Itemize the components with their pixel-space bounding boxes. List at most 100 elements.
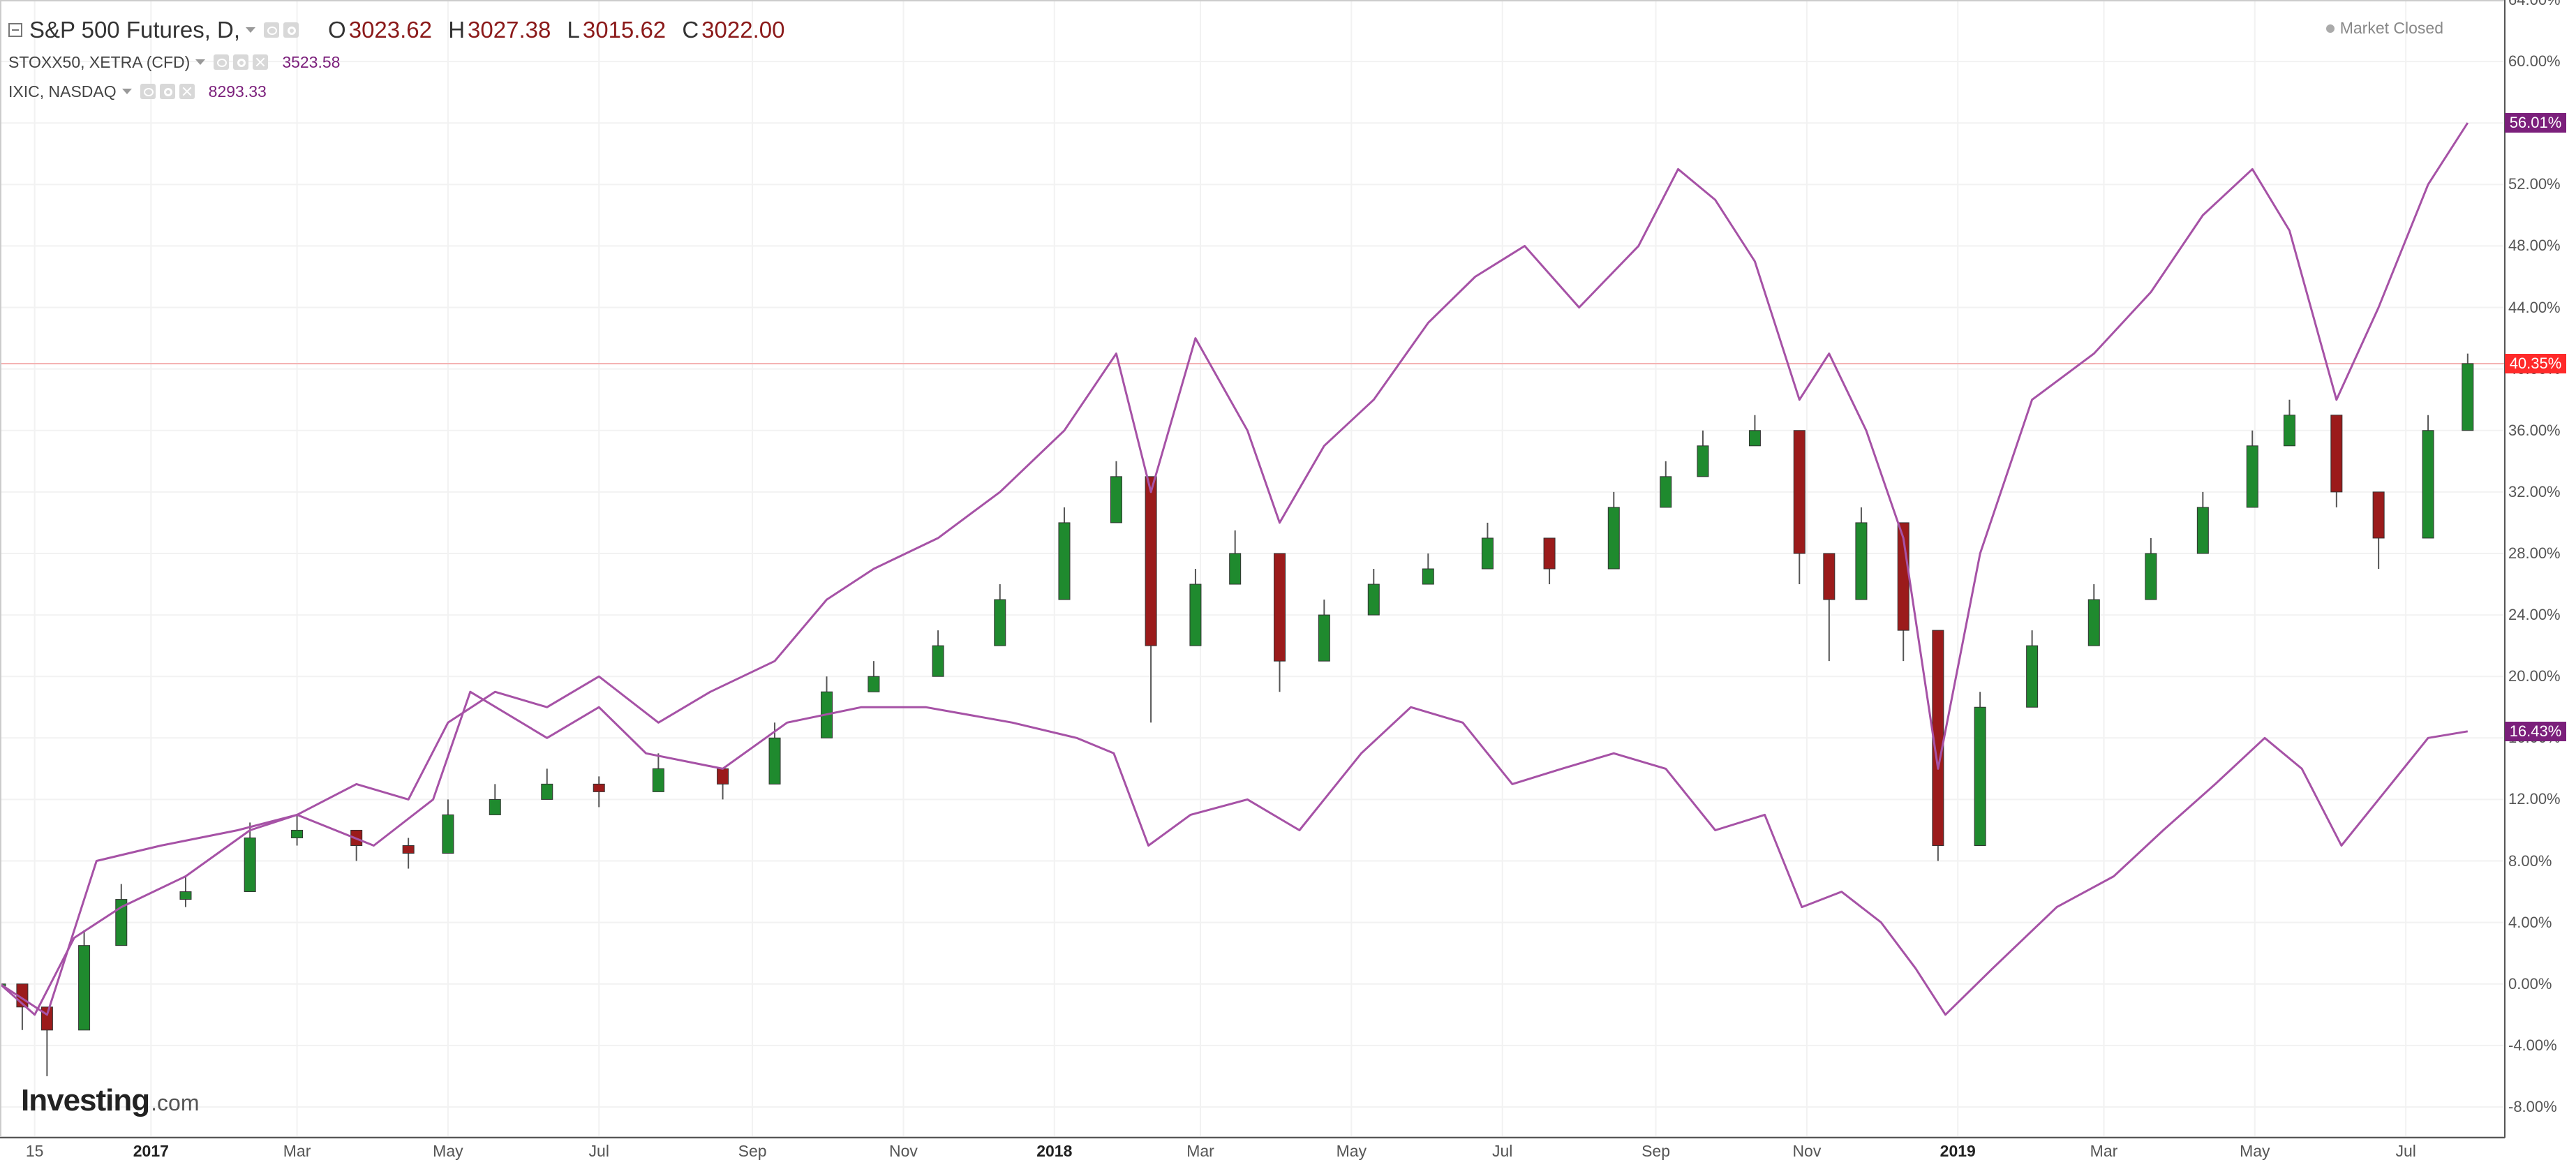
- x-tick-label: Jul: [2395, 1142, 2416, 1160]
- candle-body: [1110, 476, 1122, 523]
- candle-body: [2087, 599, 2100, 646]
- eye-icon[interactable]: [140, 84, 156, 99]
- last-value-tag: 40.35%: [2505, 353, 2566, 373]
- candle-body: [768, 737, 781, 785]
- market-status-label: Market Closed: [2339, 19, 2443, 37]
- open-value: 3023.62: [348, 17, 433, 43]
- legend-compare-stoxx[interactable]: STOXX50, XETRA (CFD) 3523.58: [8, 47, 784, 77]
- x-tick-label: 2018: [1036, 1142, 1073, 1160]
- collapse-icon[interactable]: [8, 23, 22, 37]
- x-tick-label: 2019: [1940, 1142, 1976, 1160]
- high-label: H: [448, 17, 466, 43]
- candle-body: [1748, 430, 1761, 447]
- last-value-tag: 16.43%: [2505, 721, 2566, 741]
- x-tick-label: Mar: [1186, 1142, 1214, 1160]
- candle-body: [2330, 415, 2343, 493]
- gear-icon[interactable]: [283, 22, 299, 38]
- candle-body: [868, 676, 880, 692]
- y-tick-label: 52.00%: [2508, 175, 2561, 193]
- candle-body: [1422, 568, 1434, 585]
- y-tick-label: 36.00%: [2508, 421, 2561, 439]
- y-tick-label: 64.00%: [2508, 0, 2561, 9]
- gear-icon[interactable]: [159, 84, 175, 99]
- eye-icon[interactable]: [214, 54, 230, 70]
- y-tick-label: 32.00%: [2508, 482, 2561, 500]
- legend-compare-ixic[interactable]: IXIC, NASDAQ 8293.33: [8, 77, 784, 106]
- candle-body: [442, 814, 454, 854]
- series-line-stoxx50: [0, 690, 2469, 1016]
- y-tick-label: 4.00%: [2508, 913, 2552, 931]
- candle-body: [1974, 706, 1986, 846]
- candle-body: [2283, 415, 2295, 447]
- candle-body: [179, 891, 192, 900]
- caret-down-icon[interactable]: [121, 89, 132, 94]
- x-tick-label: May: [2240, 1142, 2270, 1160]
- caret-down-icon[interactable]: [246, 27, 256, 33]
- y-tick-label: 0.00%: [2508, 974, 2552, 993]
- x-tick-label: Nov: [1792, 1142, 1822, 1160]
- y-tick-label: 12.00%: [2508, 790, 2561, 808]
- y-tick-label: 60.00%: [2508, 52, 2561, 70]
- low-label: L: [567, 17, 580, 43]
- compare-series-value: 8293.33: [208, 82, 267, 101]
- candle-body: [541, 783, 553, 800]
- candle-body: [115, 899, 128, 946]
- x-tick-label: Sep: [738, 1142, 767, 1160]
- x-tick-label: May: [1336, 1142, 1367, 1160]
- close-value: 3022.00: [701, 17, 785, 43]
- candle-body: [291, 829, 304, 838]
- candle-body: [1274, 553, 1286, 662]
- compare-series-title[interactable]: STOXX50, XETRA (CFD): [8, 52, 191, 71]
- y-tick-label: -4.00%: [2508, 1036, 2557, 1054]
- candle-body: [2422, 430, 2434, 539]
- market-status: Market Closed: [2325, 19, 2443, 38]
- candle-body: [40, 1006, 53, 1031]
- close-icon[interactable]: [253, 54, 269, 70]
- eye-icon[interactable]: [264, 22, 280, 38]
- candle-body: [1793, 430, 1806, 554]
- investing-logo: Investing.com: [21, 1083, 200, 1118]
- y-tick-label: 48.00%: [2508, 237, 2561, 255]
- compare-series-title[interactable]: IXIC, NASDAQ: [8, 82, 117, 101]
- x-tick-label: Mar: [283, 1142, 311, 1160]
- candle-body: [78, 945, 91, 1031]
- candle-body: [1229, 553, 1242, 585]
- series-layer: [0, 122, 2474, 1076]
- close-icon[interactable]: [179, 84, 195, 99]
- caret-down-icon[interactable]: [195, 59, 206, 65]
- candle-body: [2196, 507, 2209, 554]
- logo-brand: Investing: [21, 1083, 150, 1117]
- y-tick-label: 24.00%: [2508, 606, 2561, 624]
- candle-body: [1660, 476, 1672, 508]
- y-tick-label: 20.00%: [2508, 667, 2561, 685]
- y-tick-label: 8.00%: [2508, 852, 2552, 870]
- main-series-title[interactable]: S&P 500 Futures, D,: [29, 17, 241, 43]
- candle-body: [2145, 553, 2157, 600]
- candle-body: [1145, 476, 1157, 646]
- candle-body: [244, 837, 256, 893]
- candle-body: [402, 845, 415, 854]
- candle-body: [1543, 537, 1556, 570]
- candle-body: [489, 798, 501, 815]
- status-dot-icon: [2325, 24, 2335, 33]
- y-tick-label: -8.00%: [2508, 1097, 2557, 1115]
- x-tick-label: Nov: [888, 1142, 918, 1160]
- x-tick-label: Jul: [1491, 1142, 1513, 1160]
- candle-body: [932, 645, 944, 677]
- candle-body: [1189, 584, 1202, 646]
- logo-suffix: .com: [151, 1090, 200, 1115]
- x-tick-label: Mar: [2090, 1142, 2118, 1160]
- candle-body: [1855, 522, 1868, 600]
- candle-body: [1607, 507, 1620, 570]
- candle-body: [1481, 537, 1494, 570]
- x-tick-label: 2017: [133, 1142, 169, 1160]
- gear-icon[interactable]: [233, 54, 249, 70]
- last-value-tag: 56.01%: [2505, 112, 2566, 133]
- x-tick-label: Sep: [1641, 1142, 1671, 1160]
- candle-body: [1367, 584, 1380, 616]
- compare-series-value: 3523.58: [282, 52, 341, 71]
- candle-body: [1318, 614, 1330, 662]
